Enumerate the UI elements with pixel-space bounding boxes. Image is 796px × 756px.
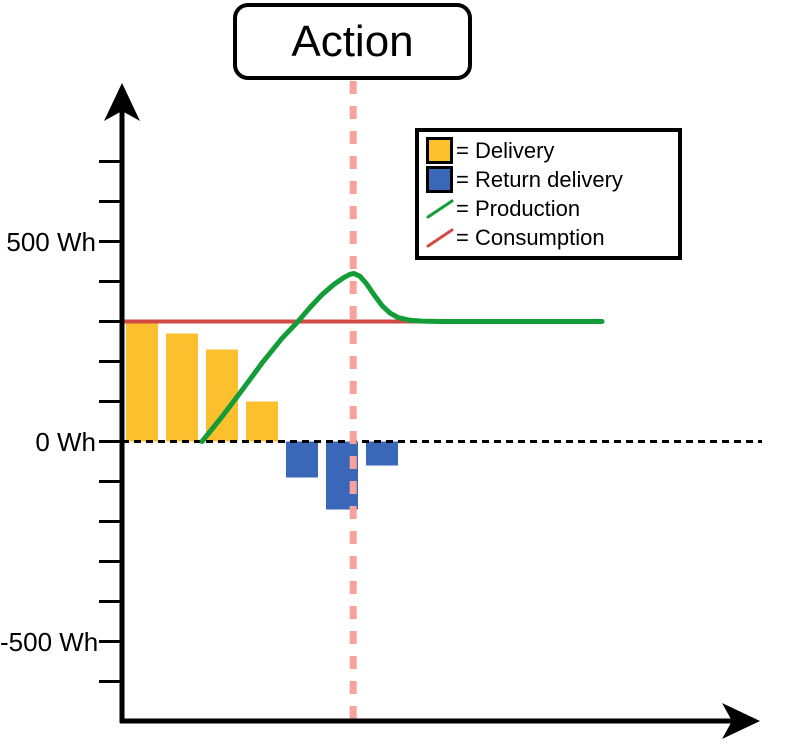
legend-label: = Consumption [456, 224, 605, 250]
return-delivery-bar [286, 441, 318, 478]
bars-layer [126, 321, 398, 510]
y-axis-label: 0 Wh [35, 426, 96, 457]
legend-item: = Delivery [426, 137, 674, 165]
consumption-line-swatch-icon [426, 228, 454, 247]
production-line-swatch-icon [426, 199, 454, 218]
production-curve [199, 271, 605, 444]
y-axis-label: -500 Wh [0, 626, 99, 657]
delivery-bar [126, 321, 158, 442]
return_delivery-swatch-icon [426, 166, 453, 193]
legend-square-swatch [426, 166, 456, 194]
delivery-bar [246, 401, 278, 442]
legend-item: = Consumption [426, 224, 674, 252]
legend-line-swatch [426, 195, 456, 223]
return-delivery-bar [326, 441, 358, 510]
legend-line-swatch [426, 224, 456, 252]
legend-item: = Production [426, 195, 674, 223]
legend-label: = Production [456, 195, 581, 221]
action-label-box: Action [233, 3, 472, 80]
legend-square-swatch [426, 137, 456, 165]
y-axis-label: 500 Wh [6, 226, 96, 257]
action-label: Action [291, 16, 414, 66]
legend-box: = Delivery = Return delivery = Production =… [415, 128, 682, 260]
legend-item: = Return delivery [426, 166, 674, 194]
return-delivery-bar [366, 441, 398, 466]
consumption-line-glyph [426, 228, 454, 247]
axes-layer [99, 83, 760, 739]
x-axis-arrow-icon [722, 703, 760, 739]
legend-label: = Delivery [456, 137, 555, 163]
y-axis-arrow-icon [104, 83, 140, 121]
delivery-bar [166, 333, 198, 442]
y-axis-ticks [99, 160, 122, 683]
production-line-glyph [426, 199, 454, 218]
production-curve-layer [199, 271, 605, 444]
legend-label: = Return delivery [456, 166, 623, 192]
delivery-swatch-icon [426, 137, 453, 164]
